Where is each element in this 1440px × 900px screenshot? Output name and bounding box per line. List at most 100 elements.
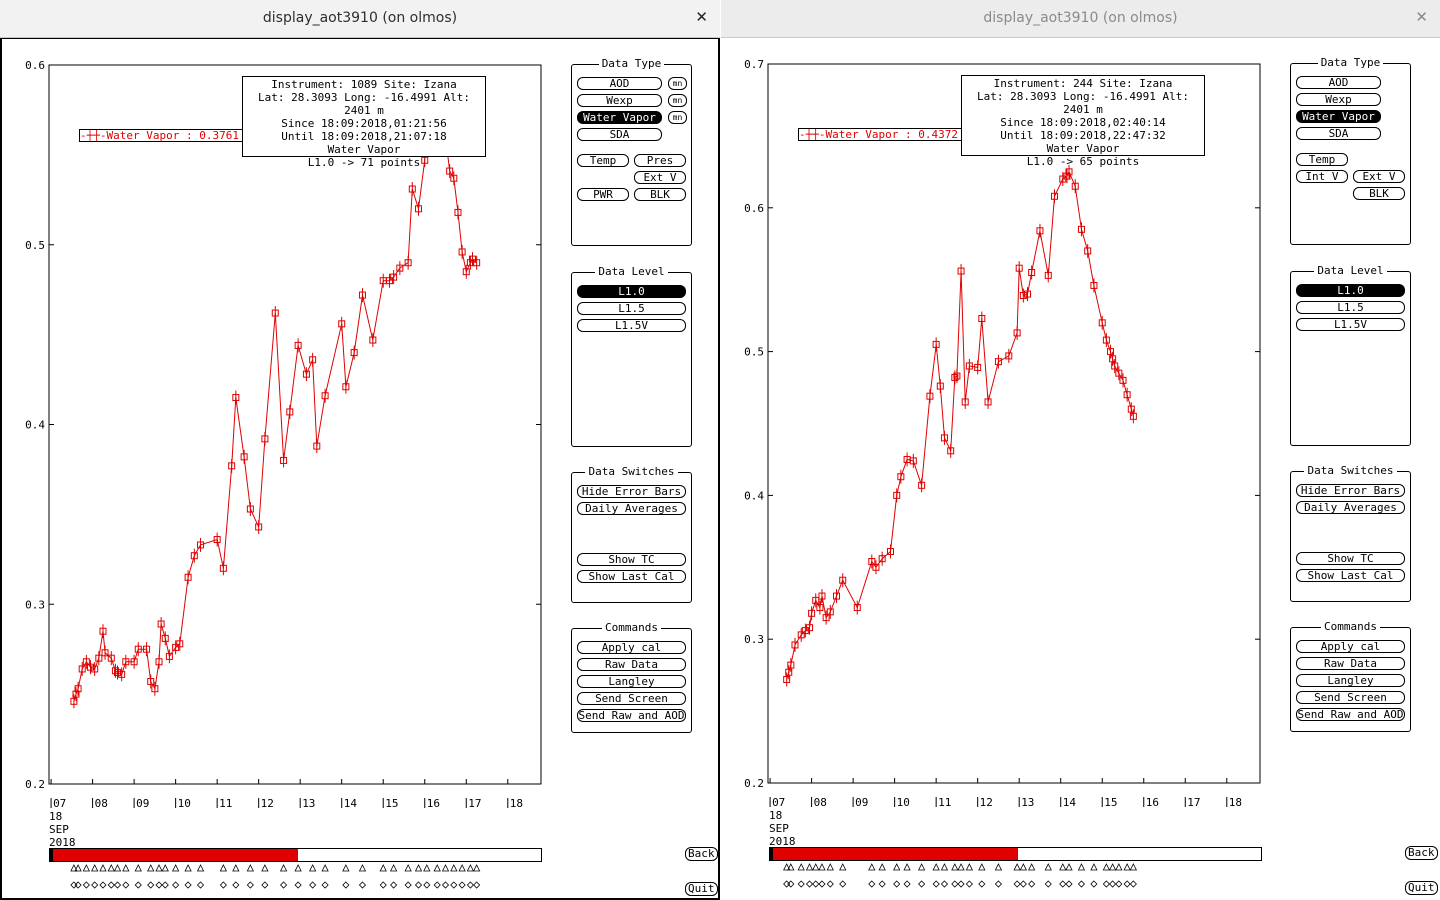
ext-v-button[interactable]: Ext V — [1353, 170, 1405, 183]
show-last-cal-button[interactable]: Show Last Cal — [1296, 569, 1405, 582]
x-tick-label: 07 — [772, 796, 785, 809]
info-points: L1.0 -> 65 points — [1026, 155, 1140, 168]
close-icon[interactable]: ✕ — [1415, 8, 1428, 26]
data-point — [321, 392, 329, 400]
data-point — [932, 340, 940, 348]
send-raw-aod-button[interactable]: Send Raw and AOD — [1296, 708, 1405, 721]
data-point — [255, 523, 263, 531]
level-l10-button[interactable]: L1.0 — [1296, 284, 1405, 297]
event-diamond-marker — [294, 881, 302, 889]
date-year: 2018 — [49, 836, 76, 849]
data-point — [965, 362, 973, 370]
time-range-bar[interactable] — [49, 848, 542, 862]
back-button[interactable]: Back — [1405, 846, 1438, 860]
info-location: Lat: 28.3093 Long: -16.4991 Alt: 2401 m — [977, 90, 1189, 116]
send-raw-aod-button[interactable]: Send Raw and AOD — [577, 709, 686, 722]
send-screen-button[interactable]: Send Screen — [577, 692, 686, 705]
level-l15-button[interactable]: L1.5 — [577, 302, 686, 315]
event-diamond-marker — [309, 881, 317, 889]
title-bar[interactable]: display_aot3910 (on olmos) ✕ — [721, 0, 1440, 38]
sda-button[interactable]: SDA — [1296, 127, 1381, 140]
langley-button[interactable]: Langley — [577, 675, 686, 688]
blk-button[interactable]: BLK — [1353, 187, 1405, 200]
event-diamond-marker — [1028, 880, 1036, 888]
hide-error-bars-button[interactable]: Hide Error Bars — [1296, 484, 1405, 497]
info-parameter: Water Vapor — [1046, 142, 1120, 155]
temp-button[interactable]: Temp — [577, 154, 629, 167]
daily-averages-button[interactable]: Daily Averages — [1296, 501, 1405, 514]
data-level-title: Data Level — [1314, 264, 1387, 277]
wexp-mn-button[interactable]: mn — [668, 94, 687, 107]
event-triangle-marker — [917, 863, 926, 871]
event-triangle-marker — [358, 864, 367, 872]
data-point — [886, 547, 894, 555]
sda-button[interactable]: SDA — [577, 128, 662, 141]
data-point — [1111, 362, 1119, 370]
event-triangle-marker — [155, 864, 163, 872]
data-point — [1013, 329, 1021, 337]
x-tick-label: 10 — [897, 796, 910, 809]
data-point — [940, 434, 948, 442]
level-l15v-button[interactable]: L1.5V — [1296, 318, 1405, 331]
quit-button[interactable]: Quit — [685, 882, 718, 896]
time-range-bar[interactable] — [769, 847, 1262, 861]
x-tick-label: 17 — [468, 797, 481, 810]
blk-button[interactable]: BLK — [634, 188, 686, 201]
event-diamond-marker — [812, 880, 820, 888]
daily-averages-button[interactable]: Daily Averages — [577, 502, 686, 515]
pwr-button[interactable]: PWR — [577, 188, 629, 201]
ext-v-button[interactable]: Ext V — [634, 171, 686, 184]
show-last-cal-button[interactable]: Show Last Cal — [577, 570, 686, 583]
aod-button[interactable]: AOD — [577, 77, 662, 90]
hide-error-bars-button[interactable]: Hide Error Bars — [577, 485, 686, 498]
data-point — [294, 341, 302, 349]
level-l10-button[interactable]: L1.0 — [577, 285, 686, 298]
legend-label: Water Vapor : 0.3761 ± — [106, 129, 243, 142]
raw-data-button[interactable]: Raw Data — [577, 658, 686, 671]
close-icon[interactable]: ✕ — [695, 8, 708, 26]
temp-button[interactable]: Temp — [1296, 153, 1348, 166]
water-vapor-button[interactable]: Water Vapor — [577, 111, 662, 124]
data-point — [338, 320, 346, 328]
event-diamond-marker — [918, 880, 926, 888]
data-point — [95, 654, 103, 662]
data-point — [1028, 269, 1036, 277]
data-point — [808, 609, 816, 617]
show-tc-button[interactable]: Show TC — [1296, 552, 1405, 565]
title-bar[interactable]: display_aot3910 (on olmos) ✕ — [0, 0, 720, 38]
event-diamond-marker — [232, 881, 240, 889]
wexp-button[interactable]: Wexp — [1296, 93, 1381, 106]
water-vapor-button[interactable]: Water Vapor — [1296, 110, 1381, 123]
raw-data-button[interactable]: Raw Data — [1296, 657, 1405, 670]
apply-cal-button[interactable]: Apply cal — [1296, 640, 1405, 653]
back-button[interactable]: Back — [685, 847, 718, 861]
level-l15v-button[interactable]: L1.5V — [577, 319, 686, 332]
time-range-handle[interactable] — [50, 849, 53, 861]
event-diamond-marker — [91, 881, 99, 889]
aod-button[interactable]: AOD — [1296, 76, 1381, 89]
quit-button[interactable]: Quit — [1405, 881, 1438, 895]
date-month: SEP — [769, 822, 789, 835]
level-l15-button[interactable]: L1.5 — [1296, 301, 1405, 314]
time-range-handle[interactable] — [770, 848, 773, 860]
event-diamond-marker — [414, 881, 423, 889]
data-point — [994, 358, 1002, 366]
send-screen-button[interactable]: Send Screen — [1296, 691, 1405, 704]
event-diamond-marker — [404, 881, 412, 889]
water-vapor-mn-button[interactable]: mn — [668, 111, 687, 124]
wexp-button[interactable]: Wexp — [577, 94, 662, 107]
data-point — [74, 685, 82, 693]
data-level-group: Data Level L1.0 L1.5 L1.5V — [571, 265, 692, 447]
show-tc-button[interactable]: Show TC — [577, 553, 686, 566]
pres-button[interactable]: Pres — [634, 154, 686, 167]
apply-cal-button[interactable]: Apply cal — [577, 641, 686, 654]
data-point — [114, 669, 122, 677]
aod-mn-button[interactable]: mn — [668, 77, 687, 90]
event-diamond-marker — [1013, 880, 1021, 888]
data-point — [91, 665, 99, 673]
event-diamond-marker — [113, 881, 122, 889]
int-v-button[interactable]: Int V — [1296, 170, 1348, 183]
data-point — [446, 167, 454, 175]
data-point — [219, 564, 227, 572]
langley-button[interactable]: Langley — [1296, 674, 1405, 687]
